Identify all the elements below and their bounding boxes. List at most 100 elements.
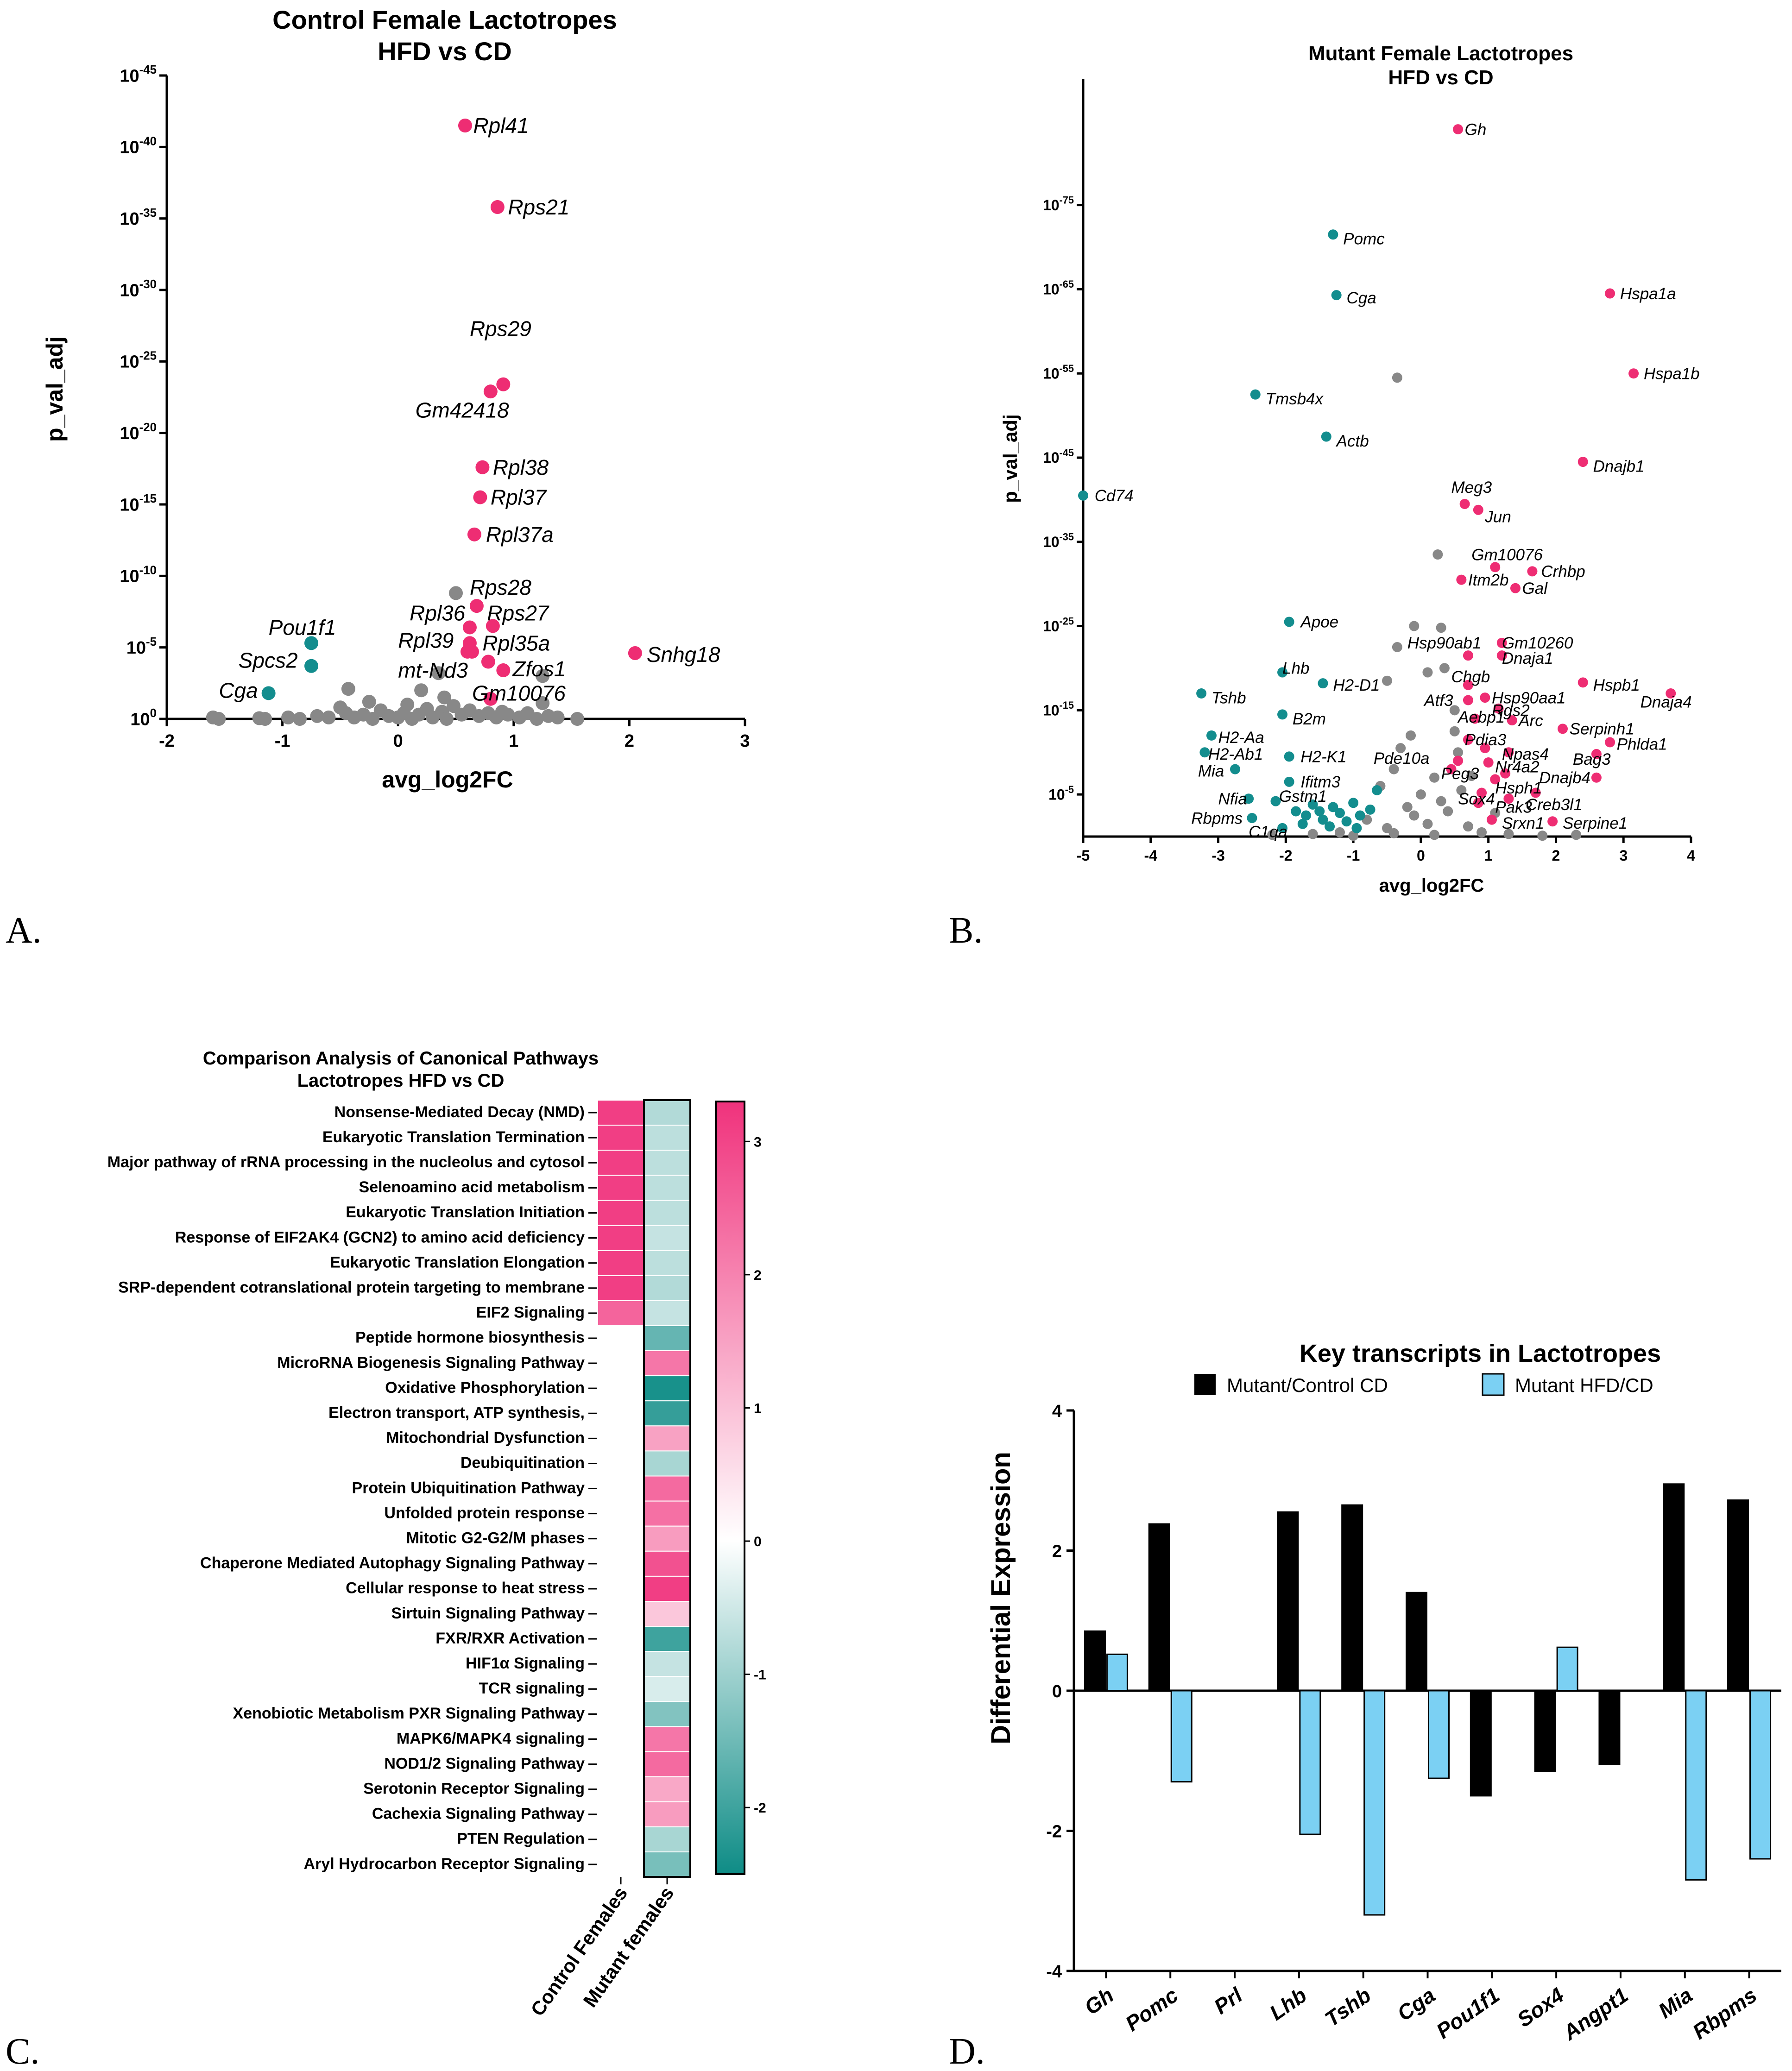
b-point-bag3 xyxy=(1591,749,1602,759)
heat-cell-mutant-females-unfolded-protein-response xyxy=(644,1500,691,1527)
heat-cell-mutant-females-srp-dependent-cotranslational-protein-targeting-to-membrane xyxy=(644,1275,691,1301)
b-point-dnaja4 xyxy=(1666,688,1676,699)
b-gene-label-apoe: Apoe xyxy=(1300,613,1338,631)
panel-a-title-line1: Control Female Lactotropes xyxy=(272,5,617,34)
heat-cell-mutant-females-chaperone-mediated-autophagy-signaling-pathway xyxy=(644,1550,691,1577)
panel-a-volcano-control: Control Female Lactotropes HFD vs CD p_v… xyxy=(42,5,750,793)
b-x-tick-label: -2 xyxy=(1279,847,1292,864)
category-label-angpt1: Angpt1 xyxy=(1558,1983,1632,2045)
b-x-tick-label: -4 xyxy=(1144,847,1158,864)
a-point-ns xyxy=(310,709,324,723)
panel-a-y-axis-label: p_val_adj xyxy=(42,336,68,442)
panel-c-heatmap: Comparison Analysis of Canonical Pathway… xyxy=(107,1048,766,2020)
heat-cell-mutant-females-sirtuin-signaling-pathway xyxy=(644,1601,691,1627)
a-gene-label-gm10076: Gm10076 xyxy=(472,681,566,705)
legend-label-mutant-control: Mutant/Control CD xyxy=(1227,1374,1388,1396)
heat-cell-control-females-tcr-signaling xyxy=(598,1676,644,1702)
a-point-spcs2 xyxy=(304,659,318,673)
b-gene-label-bag3: Bag3 xyxy=(1573,750,1611,768)
a-point-ns xyxy=(550,710,565,724)
b-point-ns xyxy=(1415,789,1426,800)
a-gene-label-snhg18: Snhg18 xyxy=(647,642,720,667)
pathway-label-sirtuin-signaling-pathway: Sirtuin Signaling Pathway xyxy=(391,1605,585,1622)
a-point-ns xyxy=(449,586,463,600)
heat-cell-control-females-chaperone-mediated-autophagy-signaling-pathway xyxy=(598,1551,644,1576)
heat-cell-control-females-response-of-eif2ak4-gcn2-to-amino-acid-deficiency xyxy=(597,1225,644,1251)
bar-lhb-mutant-control-cd xyxy=(1277,1511,1299,1692)
b-y-tick-label: 10-25 xyxy=(1043,615,1074,634)
heat-cell-control-females-nod1-2-signaling-pathway xyxy=(598,1751,644,1777)
a-gene-label-rps28: Rps28 xyxy=(470,575,531,599)
b-point-pak3 xyxy=(1503,793,1514,804)
heat-cell-control-females-eukaryotic-translation-termination xyxy=(597,1125,644,1151)
heat-cell-mutant-females-eukaryotic-translation-initiation xyxy=(644,1200,691,1226)
panel-label-d: D. xyxy=(949,2031,985,2071)
b-point-rgs2 xyxy=(1493,703,1504,714)
b-gene-label-hspa1b: Hspa1b xyxy=(1644,365,1700,383)
b-point-mia xyxy=(1230,764,1240,774)
colorbar-tick-label: 0 xyxy=(754,1534,762,1549)
heat-cell-mutant-females-aryl-hydrocarbon-receptor-signaling xyxy=(644,1851,691,1878)
b-point-ns xyxy=(1436,796,1446,806)
bar-mia-mutant-hfd-cd xyxy=(1685,1690,1707,1881)
b-gene-label-hspa1a: Hspa1a xyxy=(1620,285,1676,303)
b-gene-label-serpine1: Serpine1 xyxy=(1563,814,1628,832)
heat-cell-control-females-major-pathway-of-rrna-processing-in-the-nucleolus-and-cytosol xyxy=(597,1150,644,1176)
b-point-ns xyxy=(1537,831,1548,841)
b-gene-label-mia: Mia xyxy=(1198,762,1224,780)
heat-cell-control-females-mapk6-mapk4-signaling xyxy=(598,1726,644,1752)
a-point-ns xyxy=(570,712,585,726)
pathway-label-nonsense-mediated-decay-nmd: Nonsense-Mediated Decay (NMD) xyxy=(334,1103,585,1121)
b-gene-label-dnaja4: Dnaja4 xyxy=(1641,693,1692,711)
heat-cell-mutant-females-response-of-eif2ak4-gcn2-to-amino-acid-deficiency xyxy=(644,1225,691,1251)
heat-cell-control-females-serotonin-receptor-signaling xyxy=(598,1776,644,1802)
panel-c-title-line2: Lactotropes HFD vs CD xyxy=(297,1070,505,1091)
heat-cell-mutant-females-oxidative-phosphorylation xyxy=(644,1375,691,1402)
b-point-ns xyxy=(1392,642,1402,652)
b-gene-label-hsph1: Hsph1 xyxy=(1495,779,1542,797)
b-point-down xyxy=(1372,785,1382,796)
pathway-label-mitotic-g2-g2-m-phases: Mitotic G2-G2/M phases xyxy=(406,1529,585,1547)
b-gene-label-creb3l1: Creb3l1 xyxy=(1526,796,1583,814)
a-point-mt-nd3 xyxy=(481,655,495,669)
category-label-cga: Cga xyxy=(1393,1983,1439,2026)
b-point-pde10a xyxy=(1453,755,1464,766)
b-point-gh xyxy=(1453,124,1464,135)
a-point-ns xyxy=(258,712,272,726)
panel-b-volcano-mutant: Mutant Female Lactotropes HFD vs CD p_va… xyxy=(999,42,1700,896)
heat-cell-mutant-females-major-pathway-of-rrna-processing-in-the-nucleolus-and-cytosol xyxy=(644,1150,691,1176)
b-point-ifitm3 xyxy=(1284,776,1294,787)
b-gene-label-rbpms: Rbpms xyxy=(1191,809,1243,827)
pathway-label-cachexia-signaling-pathway: Cachexia Signaling Pathway xyxy=(372,1805,585,1823)
a-point-rps28 xyxy=(469,599,484,613)
a-y-tick-label: 10-5 xyxy=(126,636,157,658)
b-point-tshb xyxy=(1196,688,1207,699)
heat-cell-mutant-females-protein-ubiquitination-pathway xyxy=(644,1475,691,1502)
b-point-ns xyxy=(1432,549,1443,560)
a-gene-label-spcs2: Spcs2 xyxy=(239,648,298,673)
b-point-ns xyxy=(1453,747,1464,758)
b-x-tick-label: -1 xyxy=(1347,847,1360,864)
b-point-ns xyxy=(1466,771,1477,781)
b-point-ns xyxy=(1477,827,1487,837)
category-label-gh: Gh xyxy=(1080,1983,1118,2020)
b-gene-label-rgs2: Rgs2 xyxy=(1492,702,1530,720)
panel-label-c: C. xyxy=(6,2031,39,2071)
heat-cell-control-females-microrna-biogenesis-signaling-pathway xyxy=(598,1351,644,1376)
b-point-ns xyxy=(1422,818,1433,829)
b-y-tick-label: 10-55 xyxy=(1043,363,1074,382)
d-y-tick-label: -2 xyxy=(1046,1822,1062,1842)
a-point-ns xyxy=(212,712,226,726)
heat-cell-control-females-mitochondrial-dysfunction xyxy=(598,1426,644,1451)
a-gene-label-rpl36: Rpl36 xyxy=(410,601,466,625)
b-x-tick-label: 3 xyxy=(1619,847,1628,864)
pathway-label-eukaryotic-translation-initiation: Eukaryotic Translation Initiation xyxy=(346,1203,585,1221)
b-point-rbpms xyxy=(1247,813,1257,824)
b-point-ns xyxy=(1334,827,1345,837)
a-point-ns xyxy=(362,694,376,709)
pathway-label-electron-transport-atp-synthesis: Electron transport, ATP synthesis, xyxy=(328,1404,585,1422)
b-point-ns xyxy=(1409,810,1420,821)
heat-cell-control-females-oxidative-phosphorylation xyxy=(598,1376,644,1401)
a-point-ns xyxy=(536,669,550,683)
panel-d-y-axis-label: Differential Expression xyxy=(986,1452,1016,1744)
